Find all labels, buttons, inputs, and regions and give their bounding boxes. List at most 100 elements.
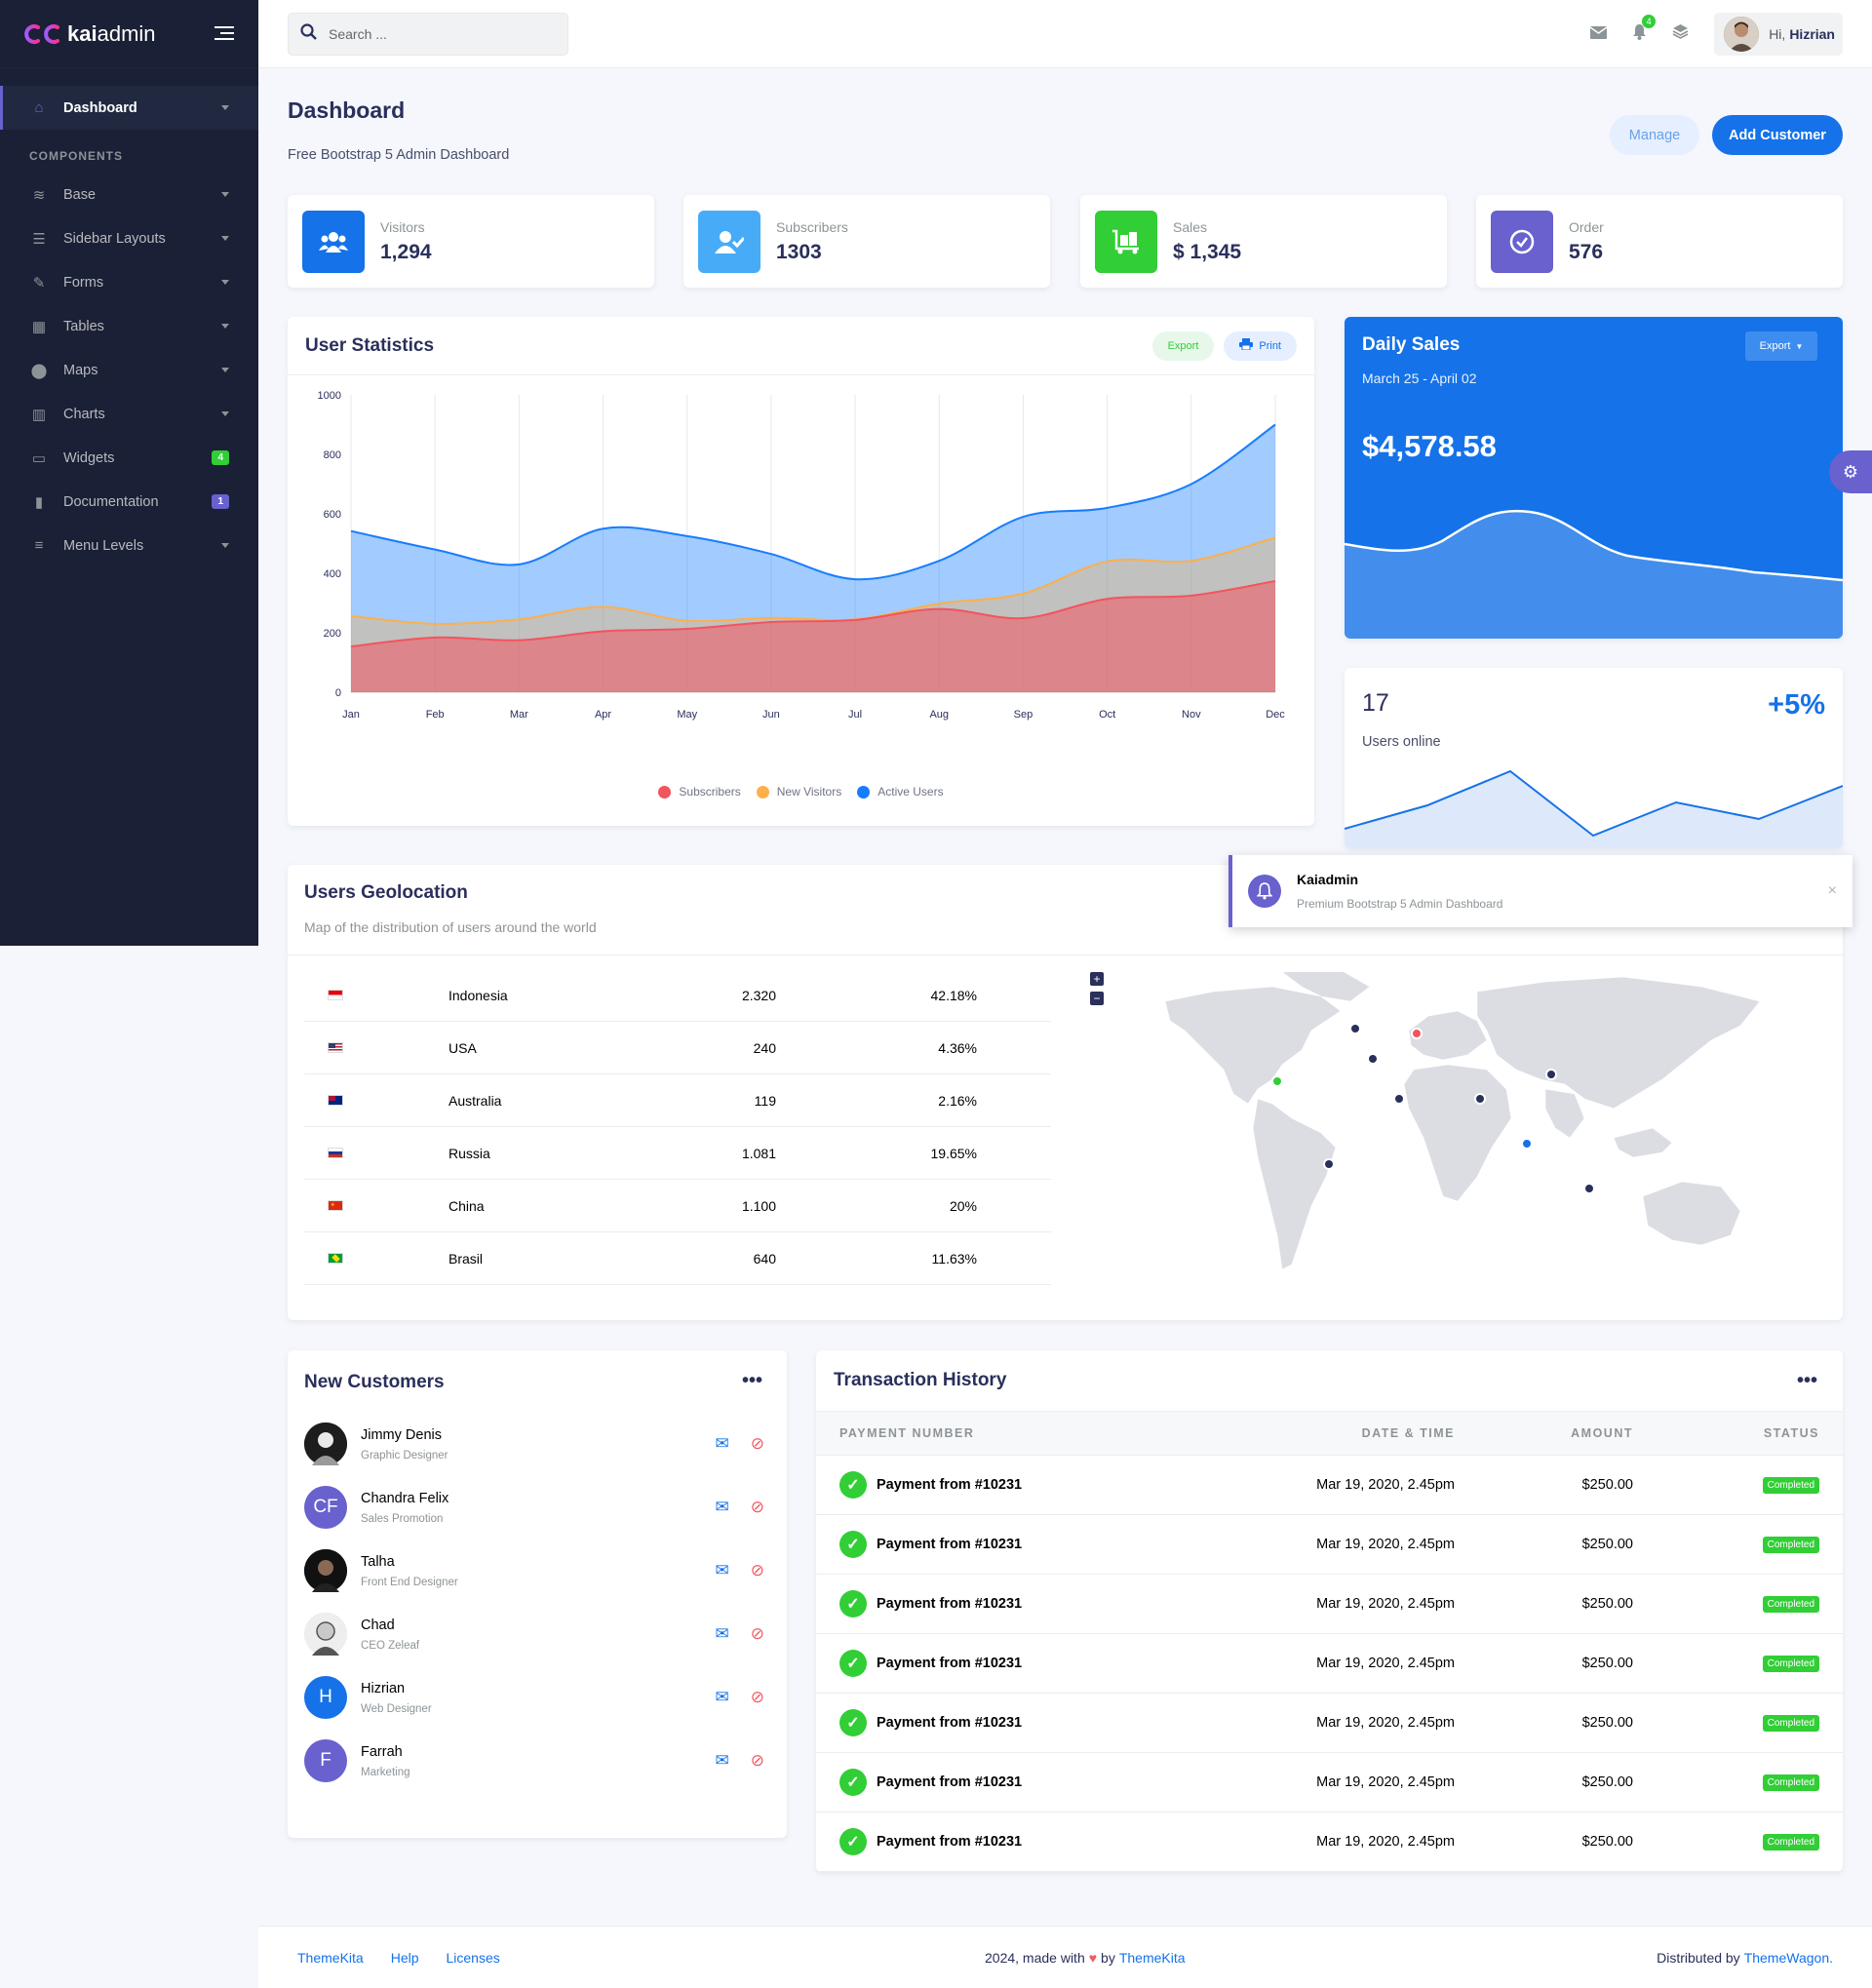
world-map[interactable]	[1155, 972, 1779, 1294]
export-label: Export	[1759, 340, 1791, 352]
ban-icon[interactable]: ⊘	[750, 1624, 764, 1643]
ban-icon[interactable]: ⊘	[750, 1434, 764, 1453]
map-marker[interactable]	[1271, 1075, 1283, 1087]
bell-icon[interactable]: 4	[1632, 14, 1657, 45]
home-icon: ⌂	[34, 99, 44, 116]
users-online-card: 17 Users online +5%	[1345, 668, 1843, 848]
users-geolocation-card: Users Geolocation Map of the distributio…	[288, 865, 1843, 1320]
legend-item-new-visitors[interactable]: New Visitors	[756, 785, 841, 799]
caret-down-icon	[221, 105, 229, 110]
envelope-icon[interactable]	[1589, 24, 1608, 44]
envelope-icon[interactable]: ✉	[715, 1624, 729, 1643]
card-title: New Customers	[304, 1372, 445, 1392]
sidebar-item-charts[interactable]: ▥ Charts	[0, 392, 258, 436]
footer-link-help[interactable]: Help	[390, 1949, 419, 1966]
users-online-change: +5%	[1768, 689, 1825, 721]
envelope-icon[interactable]: ✉	[715, 1688, 729, 1706]
notification-toast: Kaiadmin Premium Bootstrap 5 Admin Dashb…	[1228, 855, 1852, 927]
sidebar-item-dashboard[interactable]: ⌂ Dashboard	[0, 86, 258, 130]
page-title: Dashboard	[288, 97, 406, 123]
ban-icon[interactable]: ⊘	[750, 1498, 764, 1516]
ban-icon[interactable]: ⊘	[750, 1751, 764, 1770]
map-marker[interactable]	[1521, 1138, 1533, 1150]
card-subtitle: Map of the distribution of users around …	[304, 919, 597, 935]
y-tick-label: 800	[324, 449, 341, 461]
add-customer-button[interactable]: Add Customer	[1712, 115, 1843, 155]
check-icon: ✓	[839, 1590, 867, 1618]
sidebar-item-forms[interactable]: ✎ Forms	[0, 260, 258, 304]
status-badge: Completed	[1762, 1833, 1819, 1851]
more-options-icon[interactable]: •••	[741, 1370, 762, 1391]
envelope-icon[interactable]: ✉	[715, 1561, 729, 1579]
map-marker[interactable]	[1411, 1028, 1423, 1039]
table-row: ★ China 1.100 20%	[304, 1180, 1051, 1232]
map-marker[interactable]	[1545, 1069, 1557, 1080]
envelope-icon[interactable]: ✉	[715, 1434, 729, 1453]
zoom-in-button[interactable]: +	[1090, 972, 1104, 986]
footer-made-link[interactable]: ThemeKita	[1118, 1949, 1186, 1966]
export-button[interactable]: Export	[1151, 331, 1215, 361]
sidebar-item-sidebar-layouts[interactable]: ☰ Sidebar Layouts	[0, 216, 258, 260]
file-icon: ▮	[34, 493, 44, 511]
geo-value: 640	[753, 1250, 776, 1267]
sidebar-item-tables[interactable]: ▦ Tables	[0, 304, 258, 348]
flag-indonesia-icon	[328, 990, 343, 1000]
sidebar-header: kai admin	[0, 0, 258, 68]
close-icon[interactable]: ×	[1827, 882, 1837, 899]
search-icon[interactable]	[300, 22, 317, 45]
payment-date: Mar 19, 2020, 2.45pm	[1316, 1774, 1455, 1790]
sidebar-item-label: Documentation	[63, 493, 159, 510]
manage-button[interactable]: Manage	[1610, 115, 1699, 155]
ban-icon[interactable]: ⊘	[750, 1688, 764, 1706]
sidebar-toggle-icon[interactable]	[214, 21, 234, 47]
sidebar-item-base[interactable]: ≋ Base	[0, 173, 258, 216]
table-row: ✓ Payment from #10231 Mar 19, 2020, 2.45…	[816, 1456, 1843, 1515]
settings-gear-icon[interactable]: ⚙	[1829, 450, 1872, 493]
sidebar: kai admin ⌂ Dashboard COMPONENTS ≋ Base ☰…	[0, 0, 258, 946]
caret-down-icon	[221, 543, 229, 548]
envelope-icon[interactable]: ✉	[715, 1751, 729, 1770]
transaction-history-card: Transaction History ••• PAYMENT NUMBER D…	[816, 1350, 1843, 1872]
status-badge: Completed	[1762, 1655, 1819, 1672]
zoom-out-button[interactable]: −	[1090, 992, 1104, 1005]
print-icon	[1239, 338, 1254, 353]
legend-item-active-users[interactable]: Active Users	[857, 785, 944, 799]
x-tick-label: Oct	[1099, 709, 1115, 721]
footer-by-text: by	[1101, 1949, 1115, 1966]
map-marker[interactable]	[1367, 1053, 1379, 1065]
layer-group-icon[interactable]	[1672, 23, 1689, 44]
sidebar-item-maps[interactable]: ⬤ Maps	[0, 348, 258, 392]
brand-logo[interactable]: kai admin	[24, 21, 156, 47]
footer-link-themekita[interactable]: ThemeKita	[297, 1949, 364, 1966]
table-row: ✓ Payment from #10231 Mar 19, 2020, 2.45…	[816, 1575, 1843, 1634]
table-icon: ▦	[31, 318, 47, 335]
map-marker[interactable]	[1583, 1183, 1595, 1194]
map-marker[interactable]	[1323, 1158, 1335, 1170]
print-button[interactable]: Print	[1224, 331, 1297, 361]
daily-sales-card: Daily Sales March 25 - April 02 Export ▼…	[1345, 317, 1843, 639]
user-menu[interactable]: Hi, Hizrian	[1714, 12, 1843, 56]
daily-sales-export-dropdown[interactable]: Export ▼	[1745, 331, 1817, 361]
legend-item-subscribers[interactable]: Subscribers	[658, 785, 741, 799]
footer-distributed-link[interactable]: ThemeWagon.	[1743, 1949, 1833, 1966]
envelope-icon[interactable]: ✉	[715, 1498, 729, 1516]
map-marker[interactable]	[1349, 1023, 1361, 1034]
footer-link-licenses[interactable]: Licenses	[446, 1949, 500, 1966]
payment-number: Payment from #10231	[877, 1834, 1023, 1850]
sidebar-item-widgets[interactable]: ▭ Widgets 4	[0, 436, 258, 480]
list-item: H Hizrian Web Designer ✉ ⊘	[304, 1675, 772, 1720]
sidebar-item-menu-levels[interactable]: ≡ Menu Levels	[0, 524, 258, 567]
y-tick-label: 200	[324, 628, 341, 640]
more-options-icon[interactable]: •••	[1796, 1369, 1817, 1391]
daily-sales-sparkline	[1345, 509, 1843, 639]
map-marker[interactable]	[1474, 1093, 1486, 1105]
sidebar-item-label: Maps	[63, 362, 98, 378]
avatar	[1724, 16, 1760, 52]
search-input[interactable]	[329, 25, 543, 42]
caret-down-icon	[221, 192, 229, 197]
sidebar-item-documentation[interactable]: ▮ Documentation 1	[0, 480, 258, 524]
map-marker[interactable]	[1393, 1093, 1405, 1105]
payment-amount: $250.00	[1581, 1834, 1633, 1850]
ban-icon[interactable]: ⊘	[750, 1561, 764, 1579]
customer-role: Web Designer	[361, 1702, 432, 1715]
